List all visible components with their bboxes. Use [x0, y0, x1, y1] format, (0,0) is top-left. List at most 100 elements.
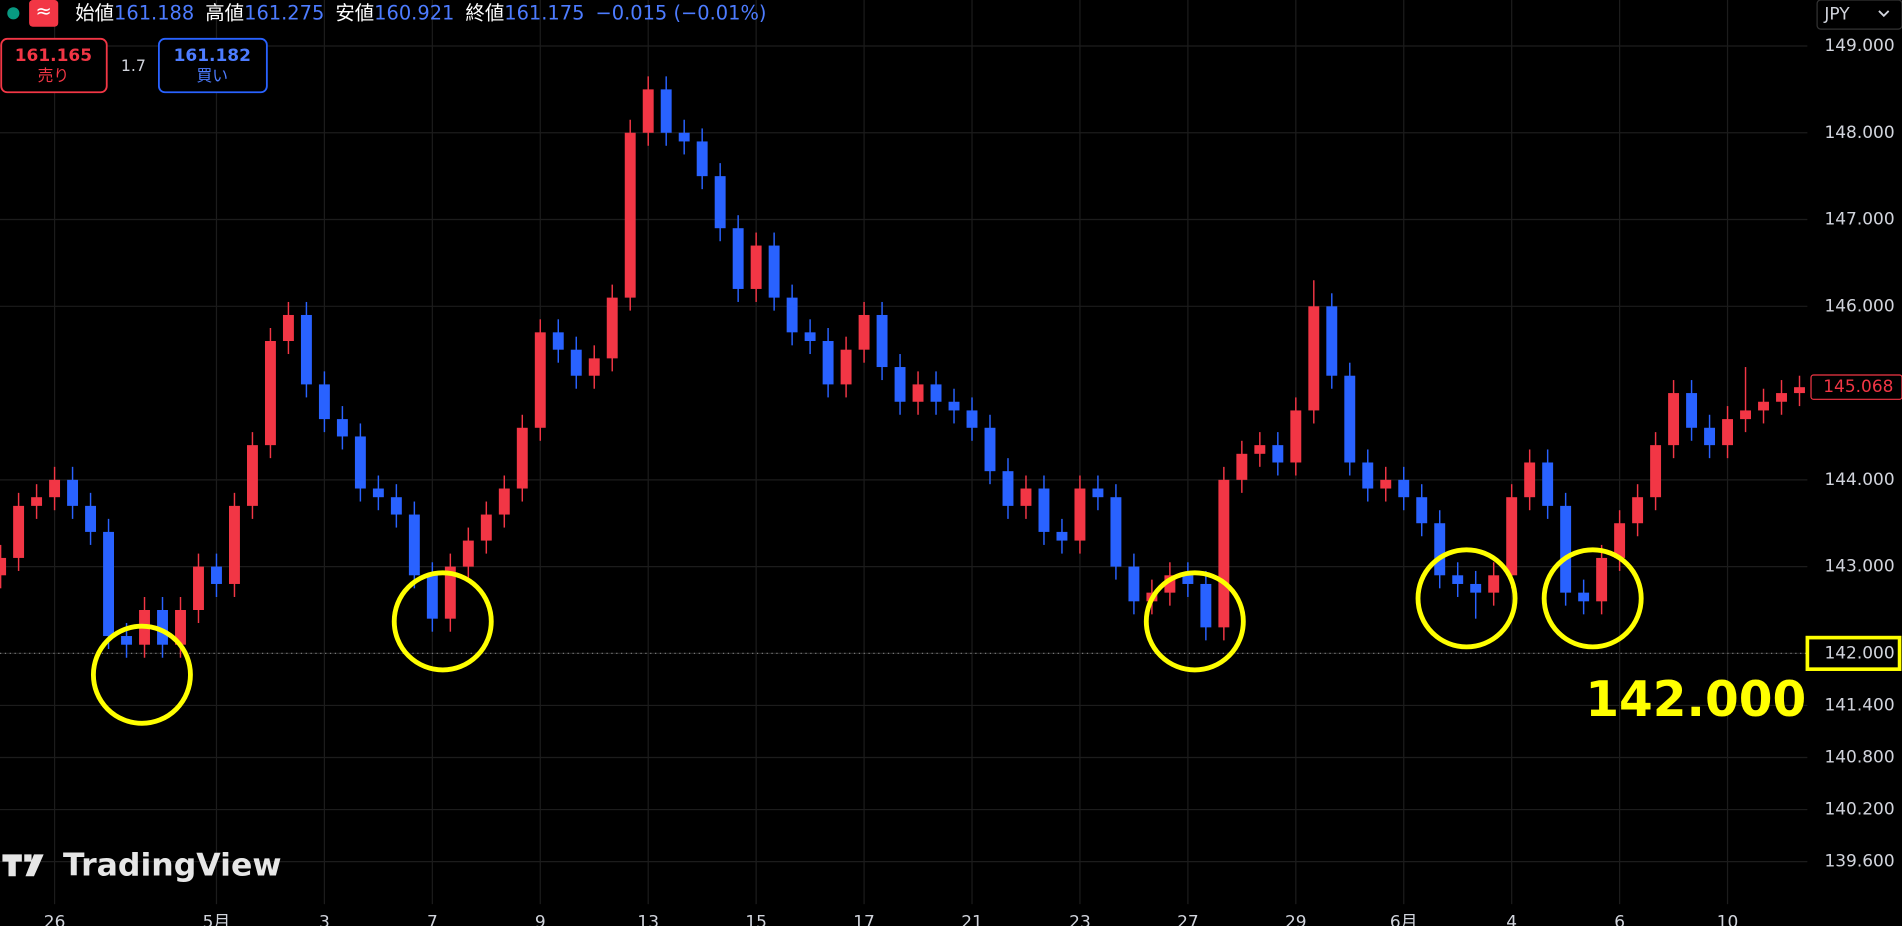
candle-body	[1344, 375, 1356, 463]
y-tick-label: 142.000	[1824, 643, 1894, 663]
sell-label[interactable]: 売り	[38, 66, 70, 85]
candle-body	[229, 505, 240, 584]
grid	[0, 0, 1808, 905]
candle-body	[193, 566, 204, 611]
candle-body	[768, 245, 780, 298]
candle-body	[175, 610, 186, 645]
candle-body	[1128, 566, 1140, 602]
x-tick-label: 10	[1717, 912, 1739, 926]
candle-body	[966, 410, 978, 428]
candle-body	[1542, 462, 1554, 506]
candle-body	[1110, 497, 1122, 567]
candle-body	[282, 314, 294, 342]
candle-body	[930, 384, 942, 402]
candle-body	[1668, 393, 1680, 446]
candle-body	[1362, 462, 1374, 489]
y-tick-label: 143.000	[1824, 557, 1894, 577]
candle-body	[588, 358, 600, 376]
x-tick-label: 5月	[203, 912, 231, 926]
y-tick-label: 146.000	[1824, 296, 1894, 316]
candle-body	[1236, 453, 1248, 480]
candle-body	[1560, 505, 1572, 593]
highlight-circle	[1541, 547, 1644, 650]
sell-price[interactable]: 161.165	[15, 46, 92, 66]
candle-body	[570, 349, 582, 376]
y-tick-label: 147.000	[1824, 210, 1894, 230]
highlight-circle	[90, 623, 193, 726]
candle-body	[840, 349, 852, 385]
candle-body	[480, 514, 492, 541]
candle-body	[786, 297, 798, 333]
candle-body	[408, 514, 420, 576]
y-tick-label: 144.000	[1824, 470, 1894, 490]
candle-body	[1614, 523, 1626, 558]
highlight-circle	[1143, 570, 1246, 673]
candle-body	[732, 228, 744, 289]
overlay: 142.000	[90, 547, 1806, 728]
candle-body	[318, 384, 330, 420]
brand-name: TradingView	[63, 848, 281, 884]
candle-body	[1506, 497, 1518, 576]
currency[interactable]: JPY	[1823, 5, 1850, 25]
candle-body	[300, 314, 312, 385]
x-tick-label: 13	[637, 912, 659, 926]
candle-body	[1200, 583, 1212, 628]
candle-body	[498, 488, 510, 515]
highlight-circle	[1415, 547, 1518, 650]
candle-body	[121, 636, 132, 645]
candle-body	[1398, 479, 1410, 498]
x-tick-label: 9	[535, 912, 546, 926]
x-tick-label: 3	[319, 912, 330, 926]
close-value: 161.175	[504, 1, 584, 24]
symbol-icon-glyph: ≈	[36, 0, 52, 23]
candle-body	[1650, 445, 1662, 498]
candle-body	[678, 132, 690, 142]
x-tick-label: 15	[745, 912, 767, 926]
x-tick-label: 17	[853, 912, 875, 926]
candle-body	[372, 488, 384, 498]
buy-label[interactable]: 買い	[197, 66, 229, 85]
open-value: 161.188	[114, 1, 194, 24]
candle-body	[1056, 531, 1068, 541]
chevron	[1878, 10, 1890, 18]
close-label: 終値	[465, 1, 504, 24]
candle-body	[1272, 445, 1284, 463]
candle-body	[1038, 488, 1050, 532]
y-tick-label: 139.600	[1824, 852, 1894, 872]
candle-body	[948, 401, 960, 411]
x-tick-label: 29	[1285, 912, 1307, 926]
low-value: 160.921	[374, 1, 454, 24]
currency-button[interactable]	[1816, 0, 1902, 30]
candle-body	[1218, 479, 1230, 628]
ohlc-legend: 始値161.188 高値161.275 安値160.921 終値161.175 …	[75, 1, 766, 24]
candle-body	[876, 314, 888, 368]
last-price-label: 145.068	[1823, 377, 1893, 397]
candle-body	[426, 575, 438, 619]
x-tick-label: 23	[1069, 912, 1091, 926]
x-tick-label: 6月	[1390, 912, 1418, 926]
candle-body	[984, 427, 996, 472]
sell-button[interactable]	[0, 37, 108, 94]
candle-body	[552, 332, 564, 350]
candle-body	[1182, 575, 1194, 584]
candle-body	[1704, 427, 1716, 446]
candle-body	[246, 445, 258, 506]
price-axis: 149.000 148.000 147.000 146.000 144.000 143.0…	[44, 36, 1902, 926]
candle-body	[1254, 445, 1266, 454]
candle-body	[1722, 419, 1734, 446]
candle-body	[516, 427, 528, 489]
candles	[0, 76, 1805, 658]
candle-body	[1002, 471, 1014, 506]
buy-price[interactable]: 161.182	[174, 46, 251, 66]
candle-body	[1470, 583, 1482, 593]
candle-body	[1164, 575, 1176, 593]
y-tick-label: 140.800	[1824, 748, 1894, 768]
open-label: 始値	[75, 1, 114, 24]
candle-body	[49, 479, 61, 498]
symbol-icon	[29, 0, 59, 27]
candle-body	[696, 141, 708, 177]
buy-button[interactable]	[157, 37, 268, 94]
